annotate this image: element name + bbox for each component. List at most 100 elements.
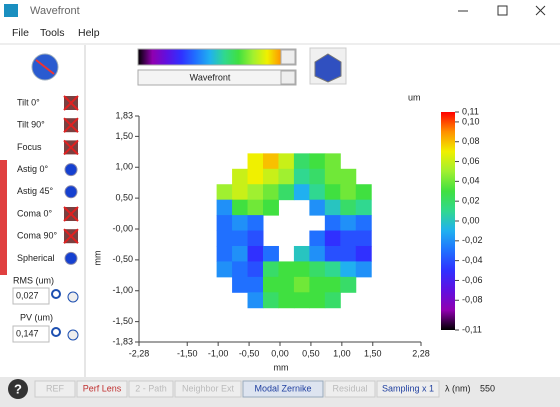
menu-file[interactable]: File (12, 27, 29, 39)
heatmap-cell (355, 245, 372, 262)
heatmap-cell (293, 245, 310, 262)
term-icon-cross (63, 95, 79, 111)
heatmap-cell (340, 245, 357, 262)
status-button[interactable] (34, 380, 76, 398)
heatmap-cell (355, 261, 372, 278)
background-window (0, 160, 7, 275)
heatmap-cell (324, 276, 341, 293)
menu-tools[interactable]: Tools (40, 27, 65, 39)
heatmap-cell (278, 153, 295, 170)
heatmap-cell (216, 261, 233, 278)
pv-zoom-icon[interactable] (51, 327, 61, 337)
colorbar-tick-label: 0,06 (462, 156, 480, 166)
status-button[interactable] (76, 380, 128, 398)
heatmap-cell (216, 184, 233, 201)
status-button[interactable] (128, 380, 174, 398)
heatmap-cell (340, 276, 357, 293)
term-label: Focus (17, 142, 42, 152)
term-icon[interactable] (64, 185, 78, 199)
heatmap-cell (232, 168, 249, 185)
status-button[interactable] (174, 380, 242, 398)
pv-label: PV (um) (20, 312, 53, 322)
term-icon-cross (63, 139, 79, 156)
heatmap-cell (278, 184, 295, 201)
term-label: Coma 90° (17, 231, 58, 241)
x-tick-label: 2,28 (412, 348, 430, 358)
colorbar-tick-label: -0,02 (462, 235, 483, 245)
heatmap-cell (324, 199, 341, 216)
term-icon-cross (63, 117, 79, 133)
rms-zoom-icon[interactable] (51, 289, 61, 299)
status-button[interactable] (376, 380, 440, 398)
pv-timer-icon[interactable] (67, 329, 79, 341)
heatmap-cell (247, 292, 264, 309)
colormap-select[interactable] (137, 48, 297, 66)
3d-cube-icon (314, 53, 342, 83)
heatmap-cell (262, 199, 279, 216)
status-button[interactable] (324, 380, 376, 398)
x-tick-label: 0,50 (302, 348, 320, 358)
x-tick-label: 1,50 (364, 348, 382, 358)
status-button[interactable] (242, 380, 324, 398)
heatmap-cell (309, 153, 326, 170)
heatmap-cell (324, 153, 341, 170)
heatmap-cell (232, 276, 249, 293)
x-tick-label: -1,00 (208, 348, 229, 358)
heatmap-cell (340, 230, 357, 247)
dropdown-arrow[interactable] (280, 49, 296, 65)
pv-field (12, 325, 50, 343)
heatmap-cell (247, 276, 264, 293)
heatmap-cell (232, 184, 249, 201)
heatmap-cell (262, 261, 279, 278)
status-button-label: REF (46, 383, 65, 393)
heatmap-cell (278, 168, 295, 185)
menu-help[interactable]: Help (78, 27, 100, 39)
display-select-value: Wavefront (190, 72, 231, 82)
x-tick-label: -2,28 (129, 348, 150, 358)
y-tick-label: -1,50 (112, 316, 133, 326)
heatmap-cell (247, 245, 264, 262)
rms-timer-icon[interactable] (67, 291, 79, 303)
x-tick-label: -1,50 (177, 348, 198, 358)
heatmap-cell (324, 215, 341, 232)
dropdown-arrow[interactable] (280, 70, 296, 85)
colorbar-tick-label: -0,04 (462, 255, 483, 265)
heatmap-cell (309, 276, 326, 293)
heatmap-cell (232, 261, 249, 278)
heatmap-cell (216, 199, 233, 216)
x-tick-label: 1,00 (333, 348, 351, 358)
heatmap-cell (247, 230, 264, 247)
heatmap-cell (324, 230, 341, 247)
display-select[interactable] (137, 69, 297, 86)
term-icon[interactable] (64, 163, 78, 177)
heatmap-cell (216, 245, 233, 262)
colorbar-tick-label: 0,04 (462, 176, 480, 186)
x-axis-label: mm (274, 362, 289, 372)
close-button[interactable] (535, 5, 546, 16)
heatmap-cell (278, 276, 295, 293)
heatmap-cell (324, 261, 341, 278)
status-button-label: Modal Zernike (254, 383, 311, 393)
title-bar (0, 0, 560, 22)
heatmap-cell (293, 261, 310, 278)
heatmap-cell (216, 230, 233, 247)
heatmap-cell (278, 292, 295, 309)
heatmap-cell (232, 245, 249, 262)
colorbar-tick-label: 0,10 (462, 116, 480, 126)
term-icon[interactable] (64, 251, 78, 265)
heatmap-cell (216, 215, 233, 232)
heatmap-cell (340, 168, 357, 185)
term-icon-cross (63, 206, 79, 222)
heatmap-cell (293, 276, 310, 293)
maximize-button[interactable] (497, 5, 508, 16)
unit-label: um (408, 92, 421, 102)
term-label: Astig 45° (17, 186, 54, 196)
colorbar-tick-label: -0,11 (462, 324, 482, 334)
y-tick-label: 0,50 (115, 193, 133, 203)
y-axis-label: mm (92, 251, 102, 266)
heatmap-cell (293, 184, 310, 201)
heatmap-cell (309, 199, 326, 216)
status-button-label: Neighbor Ext (182, 383, 235, 393)
status-button-label: Residual (332, 383, 367, 393)
help-button[interactable] (8, 379, 28, 399)
